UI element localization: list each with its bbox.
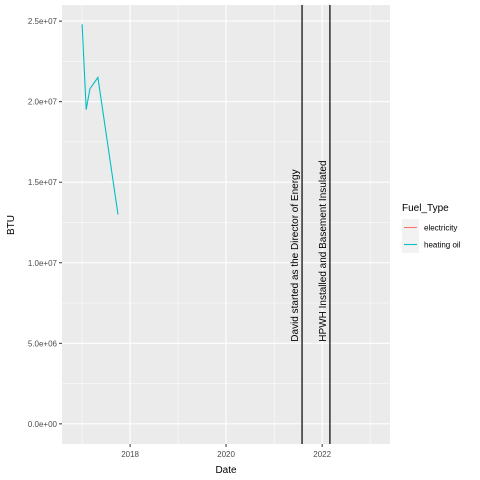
y-tick-label: 2.0e+07	[28, 98, 58, 107]
y-tick-label: 5.0e+06	[28, 339, 58, 348]
x-tick-label: 2020	[217, 450, 235, 459]
x-axis: 2018 2020 2022	[121, 444, 331, 459]
x-axis-title: Date	[215, 465, 237, 476]
legend-title: Fuel_Type	[402, 203, 449, 214]
legend: Fuel_Type electricity heating oil	[402, 203, 461, 253]
annotation-label: HPWH Installed and Basement Insulated	[318, 160, 329, 341]
y-tick-label: 0.0e+00	[28, 420, 58, 429]
y-tick-label: 1.5e+07	[28, 178, 58, 187]
x-tick-label: 2018	[121, 450, 139, 459]
y-axis: 0.0e+00 5.0e+06 1.0e+07 1.5e+07 2.0e+07 2.5e+…	[28, 17, 62, 429]
legend-label: heating oil	[424, 241, 461, 250]
legend-label: electricity	[424, 224, 457, 233]
y-tick-label: 2.5e+07	[28, 17, 58, 26]
y-tick-label: 1.0e+07	[28, 259, 58, 268]
annotation-label: David started as the Director of Energy	[290, 169, 301, 341]
y-axis-title: BTU	[6, 215, 17, 235]
x-tick-label: 2022	[313, 450, 331, 459]
